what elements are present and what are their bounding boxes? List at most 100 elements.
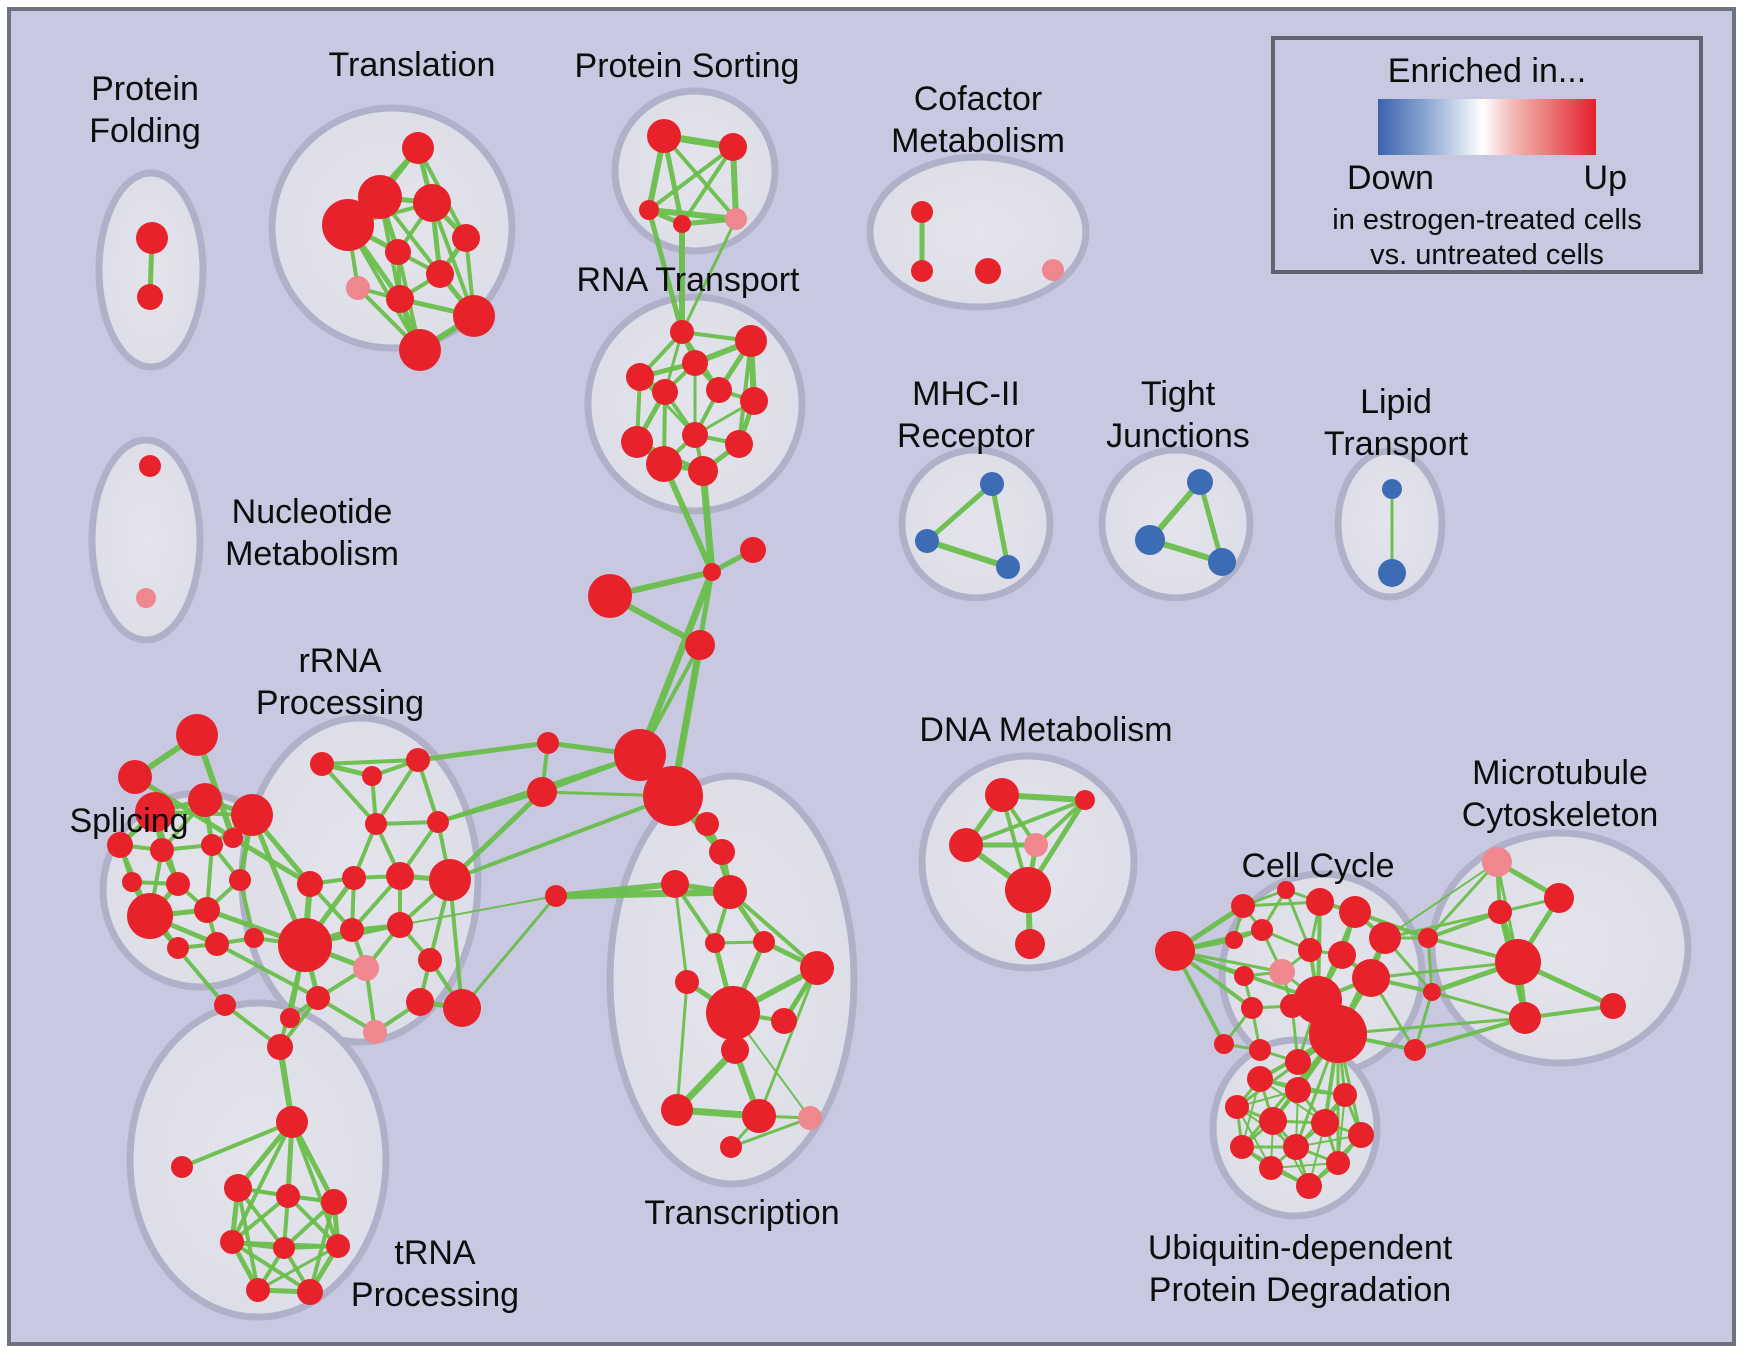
gene-set-node-splicing [188,783,222,817]
gene-set-node-ubiquitin-degradation [1296,1173,1322,1199]
legend: Enriched in... Down Up in estrogen-treat… [1271,36,1703,274]
gene-set-node-dna-metabolism [985,778,1019,812]
enrichment-overlap-edge [924,538,1011,570]
gene-set-node-rrna-processing [342,866,366,890]
cluster-label-ubiquitin-degradation: Ubiquitin-dependent [1148,1229,1453,1267]
enrichment-overlap-edge [964,798,1087,847]
enrichment-overlap-edge [460,894,558,1010]
cluster-label-rrna-processing: rRNA [298,642,381,680]
gene-set-node-cell-cycle [1231,894,1255,918]
gene-set-node-cell-cycle [1234,966,1254,986]
gene-set-node-rna-transport [688,456,718,486]
gene-set-node-ubiquitin-degradation [1348,1122,1374,1148]
gene-set-node-cofactor-metabolism [1042,259,1064,281]
gene-set-node-rrna-processing [353,955,379,981]
enrichment-overlap-edge [415,740,551,763]
gene-set-node-dna-metabolism [949,828,983,862]
gene-set-node-protein-sorting [719,133,747,161]
gene-set-node-trna-processing [220,1230,244,1254]
gene-set-node-protein-sorting [725,208,747,230]
cluster-label-translation: Translation [329,46,496,84]
gene-set-node-dna-metabolism [1024,833,1048,857]
gene-set-node-rrna-processing [365,813,387,835]
gene-set-node-splicing [150,838,174,862]
gene-set-node-cell-cycle [1269,959,1295,985]
cluster-label-trna-processing: tRNA [394,1234,476,1272]
enrichment-overlap-edge [320,762,378,826]
gene-set-node-rrna-processing [362,766,382,786]
cluster-ellipse-nucleotide-metabolism [88,436,204,644]
cluster-label-cofactor-metabolism: Metabolism [891,122,1065,160]
cluster-label-nucleotide-metabolism: Metabolism [225,535,399,573]
gene-set-node-ubiquitin-degradation [1283,1134,1309,1160]
gene-set-node-rna-transport [725,430,753,458]
cluster-label-transcription: Transcription [644,1194,839,1232]
gene-set-node-splicing [205,932,229,956]
enrichment-overlap-edge [636,568,716,759]
gene-set-node-rna-transport [682,350,708,376]
gene-set-node-trna-processing [273,1237,295,1259]
gene-set-node-rrna-processing [340,918,364,942]
gene-set-node-rna-transport [646,446,682,482]
cluster-label-rrna-processing: Processing [256,684,424,722]
gene-set-node-ubiquitin-degradation [1225,1095,1249,1119]
gene-set-node-trna-processing [276,1184,300,1208]
gene-set-node-rrna-processing [406,748,430,772]
enrichment-overlap-edge [1430,990,1527,1020]
cluster-label-tight-junctions: Junctions [1106,417,1250,455]
gene-set-node-nucleotide-metabolism [136,588,156,608]
gene-set-node-rna-transport [670,320,694,344]
gene-set-node-splicing [229,869,251,891]
enrichment-overlap-edge [290,1120,340,1248]
gene-set-node-cell-cycle [1328,941,1356,969]
enrichment-overlap-edge [729,1116,812,1149]
gene-set-node-ubiquitin-degradation [1259,1107,1287,1135]
gene-set-node-splicing [135,792,175,832]
gene-set-node-splicing [122,872,142,892]
cluster-label-lipid-transport: Lipid [1360,383,1432,421]
cluster-label-splicing: Splicing [69,802,188,840]
gene-set-node-rrna-processing [427,811,449,833]
enrichment-overlap-edge [1383,910,1502,940]
gene-set-node-tight-junctions [1135,525,1165,555]
gene-set-node-trna-processing [171,1156,193,1178]
enrichment-overlap-edge [256,1244,340,1292]
enrichment-overlap-edge [552,888,734,900]
enrichment-overlap-edge [447,789,545,883]
enrichment-overlap-edge [673,882,689,984]
gene-set-node-protein-folding [136,222,168,254]
gene-set-node-cell-cycle [1339,896,1371,928]
gene-set-node-rrna-processing [278,918,332,972]
cluster-label-mhc-ii-receptor: MHC-II [912,375,1020,413]
gene-set-node-connectors [267,1034,293,1060]
gene-set-node-microtubule-cytoskeleton [1600,993,1626,1019]
legend-caption-line2: vs. untreated cells [1370,239,1604,271]
gene-set-node-splicing [167,937,189,959]
gene-set-node-connectors [545,885,567,907]
enrichment-overlap-edge [989,481,1011,570]
enrichment-overlap-edge [399,895,557,926]
gene-set-node-translation [358,175,402,219]
gene-set-node-microtubule-cytoskeleton [1544,883,1574,913]
gene-set-node-cell-cycle [1285,1049,1311,1075]
gene-set-node-mhc-ii-receptor [996,555,1020,579]
gene-set-node-translation [413,184,451,222]
legend-up-label: Up [1583,159,1627,197]
gene-set-node-rrna-processing [310,752,334,776]
gene-set-node-rrna-processing [387,912,413,938]
enrichment-overlap-edge [230,1120,294,1244]
gene-set-node-transcription [771,1008,797,1034]
gene-set-node-transcription [753,931,775,953]
gene-set-node-connectors [1423,983,1441,1001]
gene-set-node-cofactor-metabolism [911,260,933,282]
gene-set-node-cell-cycle [1352,959,1390,997]
enrichment-overlap-edge [661,461,715,575]
gene-set-node-splicing-satellite [176,714,218,756]
gene-set-node-microtubule-cytoskeleton [1482,847,1512,877]
cluster-label-mhc-ii-receptor: Receptor [897,417,1035,455]
gene-set-node-translation [452,224,480,252]
gene-set-node-transcription [695,812,719,836]
gene-set-node-cell-cycle [1277,881,1295,899]
enrichment-overlap-edge [1336,1016,1527,1036]
enrichment-overlap-edge [1384,861,1498,939]
